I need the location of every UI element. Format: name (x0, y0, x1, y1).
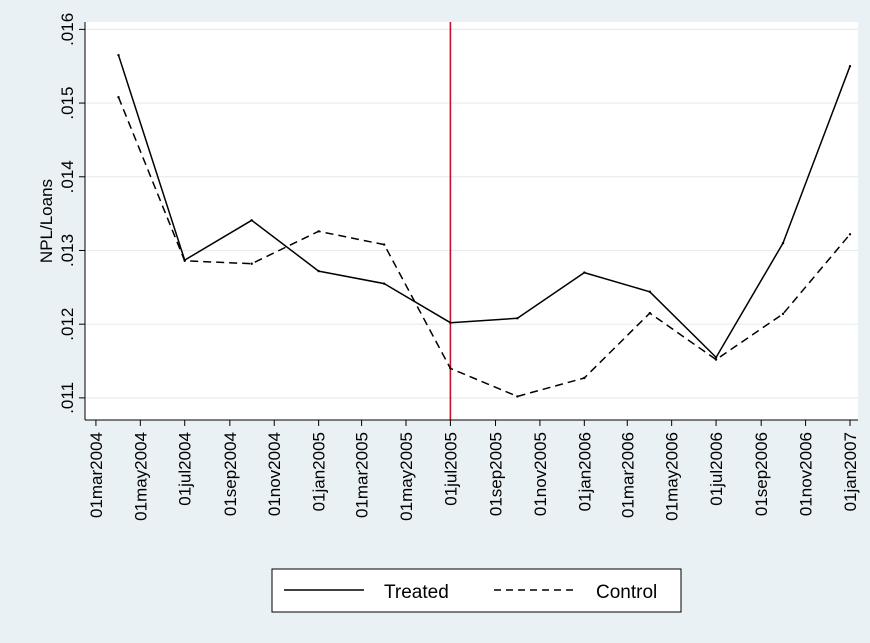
data-point-control (781, 312, 785, 316)
data-point-treated (382, 282, 386, 285)
axes (84, 22, 858, 421)
x-tick-label: 01jan2005 (310, 432, 329, 511)
y-tick-label: .011 (58, 382, 77, 414)
data-point-treated (648, 290, 652, 293)
data-point-control (183, 259, 186, 262)
plot-background (85, 22, 858, 420)
data-point-treated (516, 317, 519, 320)
data-point-control (117, 95, 120, 99)
x-tick-label: 01may2004 (131, 432, 150, 521)
data-point-control (648, 311, 652, 315)
plot-area (85, 22, 858, 420)
data-point-treated (317, 269, 320, 273)
data-point-treated (449, 321, 452, 324)
data-point-control (449, 367, 452, 370)
x-tick-label: 01mar2005 (353, 432, 372, 518)
data-point-control (382, 243, 386, 246)
y-tick-label: .014 (58, 160, 77, 193)
data-point-control (583, 376, 586, 380)
x-tick-label: 01nov2005 (531, 432, 550, 516)
data-point-treated (117, 53, 120, 57)
x-tick-label: 01jul2006 (707, 432, 726, 506)
y-tick-label: .016 (58, 13, 77, 46)
x-tick-label: 01sep2005 (487, 432, 506, 516)
x-tick-label: 01may2005 (397, 432, 416, 521)
data-point-control (516, 395, 519, 398)
legend-control-label: Control (596, 582, 657, 603)
legend-treated-label: Treated (384, 582, 449, 603)
x-ticks: 01mar2004 01may2004 01jul2004 01sep2004 01no… (87, 420, 860, 521)
data-point-control (848, 233, 852, 236)
y-tick-label: .015 (58, 87, 77, 120)
data-point-treated (848, 65, 852, 68)
x-tick-label: 01jul2005 (441, 432, 460, 506)
legend: Treated Control (271, 568, 682, 613)
series-lines (117, 53, 852, 398)
y-tick-label: .012 (58, 308, 77, 341)
x-tick-label: 01jan2006 (575, 432, 594, 511)
data-point-control (317, 230, 320, 233)
y-axis-label: NPL/Loans (37, 179, 56, 263)
series-line-treated (117, 54, 851, 359)
series-line-control (117, 96, 851, 398)
data-point-control (250, 262, 253, 265)
x-tick-label: 01sep2004 (221, 432, 240, 516)
data-point-treated (250, 219, 253, 222)
data-point-treated (583, 271, 586, 274)
x-tick-label: 01may2006 (663, 432, 682, 521)
y-ticks: .011 .012 .013 .014 .015 .016 (58, 13, 85, 414)
x-tick-label: 01sep2006 (752, 432, 771, 516)
x-tick-label: 01jul2004 (176, 432, 195, 506)
data-point-control (714, 358, 718, 361)
x-tick-label: 01mar2004 (87, 432, 106, 518)
x-tick-label: 01nov2004 (265, 432, 284, 516)
grid-lines (85, 28, 858, 399)
x-tick-label: 01jan2007 (841, 432, 860, 511)
x-tick-label: 01nov2006 (797, 432, 816, 516)
data-point-treated (714, 356, 718, 359)
x-tick-label: 01mar2006 (618, 432, 637, 518)
y-tick-label: .013 (58, 234, 77, 267)
data-point-treated (781, 241, 785, 245)
